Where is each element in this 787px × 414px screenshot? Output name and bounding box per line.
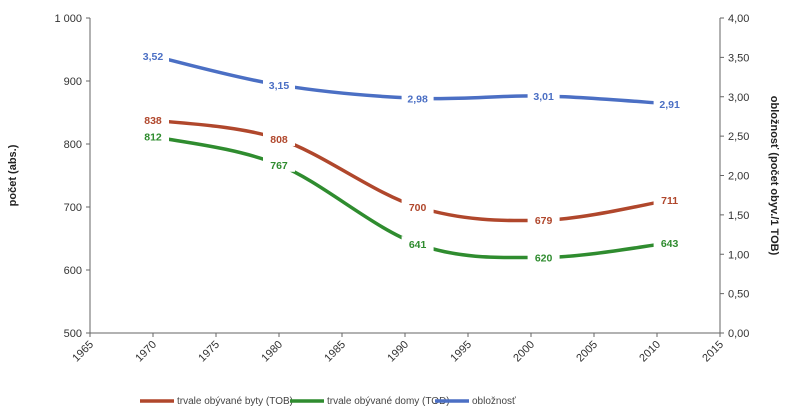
data-label: 711 [661, 195, 678, 207]
data-label: 700 [409, 202, 427, 214]
right-tick-label: 2,00 [728, 171, 749, 183]
data-label-bg [527, 249, 560, 265]
data-label: 3,52 [143, 51, 164, 63]
x-tick-label: 2000 [511, 339, 537, 365]
data-label-bg [653, 234, 686, 250]
data-label: 679 [535, 215, 553, 227]
x-tick-label: 1985 [322, 339, 348, 365]
data-label-bg [527, 87, 560, 103]
right-tick-label: 1,00 [728, 249, 749, 261]
left-tick-label: 700 [64, 202, 82, 214]
data-label: 838 [144, 115, 162, 127]
left-tick-label: 900 [64, 76, 82, 88]
data-label: 812 [144, 131, 162, 143]
data-label: 3,15 [269, 80, 290, 92]
data-label: 767 [270, 160, 288, 172]
data-label: 2,91 [659, 99, 680, 111]
right-tick-label: 0,50 [728, 289, 749, 301]
x-tick-label: 1975 [196, 339, 222, 365]
x-tick-label: 1970 [133, 339, 159, 365]
right-tick-label: 3,00 [728, 92, 749, 104]
legend-label: trvale obývané domy (TOD) [327, 396, 450, 407]
y-left-axis-title: počet (abs.) [7, 144, 19, 206]
data-label-bg [653, 95, 686, 111]
data-label-bg [401, 90, 434, 106]
data-label: 641 [409, 239, 427, 251]
data-labels-layer: 838 808 700 679 711 812 767 641 620 643 3,52 3,15 2,… [137, 47, 686, 265]
data-label: 808 [270, 134, 288, 146]
data-label-bg [263, 130, 295, 146]
data-label-bg [263, 76, 295, 92]
chart-axes: 500 600 700 800 900 1 000 0,00 0,50 1,00 1,50 2,00… [7, 13, 780, 364]
right-tick-label: 1,50 [728, 210, 749, 222]
left-tick-label: 500 [64, 328, 82, 340]
x-tick-label: 1965 [70, 339, 96, 365]
x-tick-label: 1980 [259, 339, 285, 365]
data-label-bg [401, 199, 434, 214]
legend-label: obložnosť [472, 396, 516, 407]
data-label: 3,01 [533, 91, 554, 103]
legend: trvale obývané byty (TOB) trvale obývané … [140, 396, 516, 407]
data-label-bg [401, 236, 434, 252]
x-tick-label: 2010 [637, 339, 663, 365]
data-label-bg [137, 47, 169, 63]
right-tick-label: 4,00 [728, 13, 749, 25]
legend-label: trvale obývané byty (TOB) [177, 396, 293, 407]
y-right-axis-title: obložnosť (počet obyv./1 TOB) [768, 96, 780, 256]
x-tick-label: 1990 [385, 339, 411, 365]
data-label-bg [137, 128, 169, 144]
right-tick-label: 0,00 [728, 328, 749, 340]
series-layer [151, 54, 672, 260]
right-tick-label: 3,50 [728, 52, 749, 64]
data-label-bg [263, 156, 295, 172]
data-label-bg [137, 112, 169, 128]
data-label: 643 [661, 238, 679, 250]
x-tick-label: 2015 [700, 339, 726, 365]
left-tick-label: 600 [64, 265, 82, 277]
left-tick-label: 800 [64, 139, 82, 151]
x-tick-label: 2005 [574, 339, 600, 365]
right-tick-label: 2,50 [728, 131, 749, 143]
data-label: 2,98 [407, 93, 428, 105]
data-label-bg [653, 192, 686, 208]
data-label-bg [527, 212, 560, 228]
left-tick-label: 1 000 [54, 13, 82, 25]
x-tick-label: 1995 [448, 339, 474, 365]
data-label: 620 [535, 252, 553, 264]
